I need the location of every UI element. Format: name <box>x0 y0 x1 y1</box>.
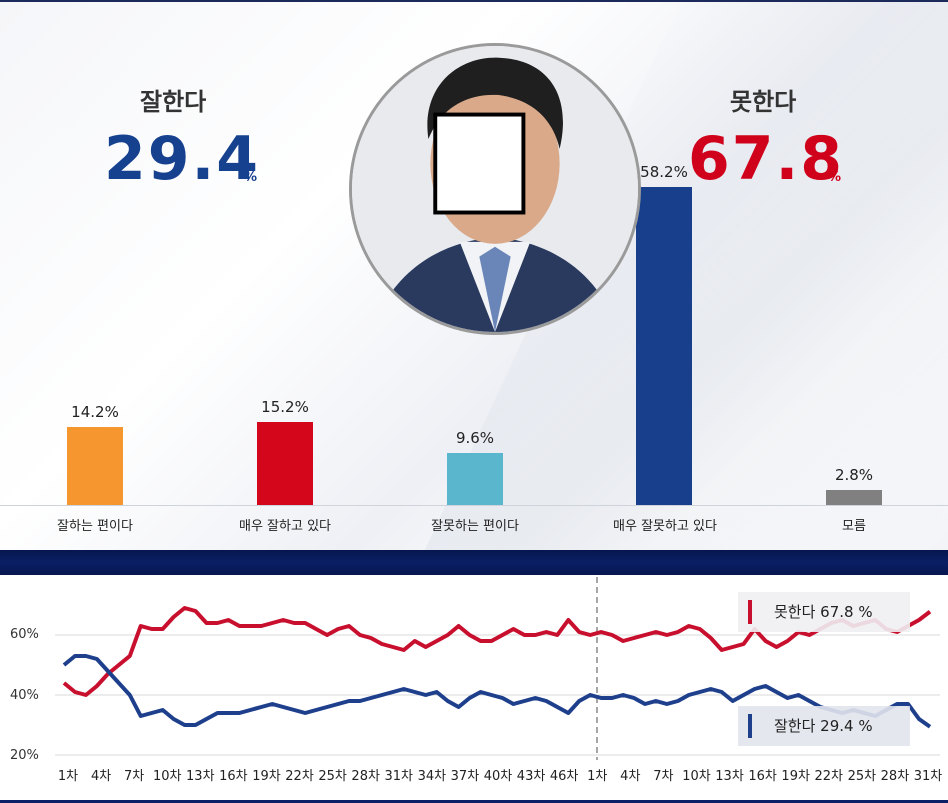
x-tick-label: 40차 <box>483 769 513 784</box>
x-tick-label: 46차 <box>549 769 579 784</box>
trend-chart-plot <box>55 577 940 760</box>
bar-chart: 14.2% 15.2% 9.6% 58.2% 2.8% <box>67 163 882 505</box>
portrait-photo <box>349 43 641 335</box>
category-label: 모름 <box>842 519 866 534</box>
x-tick-label: 28차 <box>880 769 910 784</box>
bar-value-label: 2.8% <box>834 465 874 484</box>
x-tick-label: 19차 <box>781 769 810 784</box>
trend-chart: 60% 40% 20% 못한다 67.8 % 잘한다 29.4 % 1차 4차 7차… <box>0 575 948 803</box>
good-value: 29.4 <box>104 124 261 194</box>
bar-value-label: 14.2% <box>71 403 119 422</box>
x-tick-label: 22차 <box>285 769 314 784</box>
x-tick-label: 43차 <box>516 769 546 784</box>
x-tick-label: 10차 <box>152 769 182 784</box>
bottom-strip <box>0 800 948 803</box>
x-tick-label: 1차 <box>57 769 79 784</box>
legend-bad-swatch <box>748 600 752 624</box>
x-tick-label: 19차 <box>252 769 281 784</box>
bar <box>636 187 692 505</box>
legend-good: 잘한다 29.4 % <box>738 706 910 746</box>
category-label: 매우 잘못하고 있다 <box>613 519 717 534</box>
x-tick-label: 16차 <box>748 769 777 784</box>
category-label: 잘하는 편이다 <box>57 519 133 534</box>
x-tick-label: 16차 <box>219 769 248 784</box>
y-tick-label: 20% <box>10 748 39 763</box>
y-tick-label: 40% <box>10 688 39 703</box>
x-tick-label: 37차 <box>450 769 480 784</box>
x-tick-label: 10차 <box>682 769 711 784</box>
section-divider <box>0 550 948 575</box>
y-tick-label: 60% <box>10 627 39 642</box>
bar <box>826 489 882 505</box>
x-tick-label: 13차 <box>186 769 215 784</box>
bar-baseline <box>0 505 948 506</box>
x-tick-label: 22차 <box>814 769 844 784</box>
bar <box>257 421 313 505</box>
bad-label: 못한다 <box>730 88 797 116</box>
x-tick-label: 7차 <box>653 769 674 784</box>
legend-good-swatch <box>748 714 752 738</box>
category-label: 잘못하는 편이다 <box>431 519 519 534</box>
series-line-bad <box>62 606 932 697</box>
legend-good-label: 잘한다 29.4 % <box>774 717 873 735</box>
bar-value-label: 9.6% <box>455 428 495 447</box>
category-label: 매우 잘하고 있다 <box>239 519 331 534</box>
legend-bad-label: 못한다 67.8 % <box>774 603 873 621</box>
x-tick-label: 31차 <box>384 769 414 784</box>
x-tick-label: 25차 <box>318 769 347 784</box>
x-tick-label: 7차 <box>124 769 145 784</box>
good-unit: % <box>244 170 258 185</box>
x-tick-label: 4차 <box>90 769 112 784</box>
series-line-good <box>62 654 932 729</box>
legend-bad: 못한다 67.8 % <box>738 592 910 632</box>
x-tick-label: 4차 <box>620 769 641 784</box>
bad-unit: % <box>828 170 842 185</box>
x-tick-label: 34차 <box>417 769 447 784</box>
x-tick-label: 25차 <box>847 769 877 784</box>
x-tick-label: 13차 <box>715 769 744 784</box>
bar-value-label: 58.2% <box>640 163 688 181</box>
bar-value-label: 15.2% <box>261 397 309 416</box>
bad-value: 67.8 <box>688 124 845 194</box>
bar <box>447 452 503 505</box>
x-tick-label: 31차 <box>913 769 943 784</box>
bar <box>67 427 123 505</box>
x-tick-label: 28차 <box>351 769 380 784</box>
x-tick-label: 1차 <box>587 769 608 784</box>
portrait-illustration <box>352 46 638 332</box>
good-label: 잘한다 <box>140 88 207 116</box>
